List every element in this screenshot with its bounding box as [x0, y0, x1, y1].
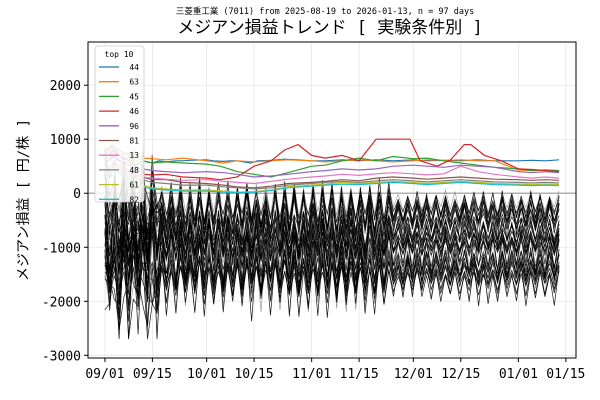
y-tick-label: -3000: [42, 349, 81, 364]
legend-entry-label: 61: [129, 181, 139, 190]
series-line-13: [104, 159, 560, 185]
background-series-line: [104, 194, 560, 312]
x-tick-label: 09/15: [133, 367, 172, 382]
background-series-group: [104, 145, 560, 340]
y-tick-label: 2000: [50, 79, 81, 94]
background-series-line: [104, 216, 560, 328]
background-series-line: [104, 215, 560, 336]
y-axis-label: メジアン損益 [ 円/株 ]: [16, 119, 32, 281]
y-tick-label: 0: [73, 187, 81, 202]
chart-title: メジアン損益トレンド [ 実験条件別 ]: [177, 18, 483, 38]
x-tick-label: 11/01: [292, 367, 331, 382]
legend-entry-label: 46: [129, 107, 139, 116]
legend-box: [94, 45, 145, 203]
background-series-line: [104, 225, 560, 326]
plot-frame: [87, 41, 577, 359]
x-tick-label: 12/15: [441, 367, 480, 382]
series-line-61: [104, 165, 560, 193]
series-line-81: [104, 154, 560, 189]
grid: [88, 42, 576, 358]
legend-entry-label: 82: [129, 195, 139, 204]
background-series-line: [104, 221, 560, 340]
y-tick-label: -1000: [42, 241, 81, 256]
background-series-line: [104, 214, 560, 328]
x-tick-label: 09/01: [85, 367, 124, 382]
background-series-line: [104, 177, 560, 275]
legend-entry-label: 48: [129, 166, 139, 175]
legend-entry-label: 96: [129, 122, 139, 131]
background-series-line: [104, 150, 560, 272]
background-series-line: [104, 187, 560, 297]
chart-suptitle: 三菱重工業 (7011) from 2025-08-19 to 2026-01-…: [176, 6, 474, 17]
background-series-line: [104, 204, 560, 322]
legend-entry-label: 13: [129, 151, 139, 160]
legend-entry-label: 63: [129, 78, 139, 87]
y-tick-label: 1000: [50, 133, 81, 148]
background-series-line: [104, 175, 560, 310]
x-tick-label: 12/01: [394, 367, 433, 382]
x-tick-label: 01/15: [546, 367, 585, 382]
background-series-line: [104, 164, 560, 287]
legend-title: top 10: [105, 50, 134, 59]
background-series-line: [104, 195, 560, 268]
series-line-82: [104, 168, 560, 194]
legend-entry-label: 45: [129, 92, 139, 101]
x-tick-label: 11/15: [340, 367, 379, 382]
legend: top 10 44 63 45 46 96 81 13 48 61 82: [94, 45, 145, 204]
legend-entry-label: 44: [129, 63, 139, 72]
series-line-48: [104, 162, 560, 190]
series-group: [104, 138, 560, 194]
background-series-line: [104, 222, 560, 312]
x-tick-label: 10/01: [187, 367, 226, 382]
legend-entry-label: 81: [129, 137, 139, 146]
x-tick-label: 10/15: [234, 367, 273, 382]
series-line-46: [104, 138, 560, 181]
background-series-line: [104, 250, 560, 340]
x-tick-label: 01/01: [499, 367, 538, 382]
axis-ticks: -3000 -2000 -1000 0 1000 2000 09/01 09/15 10/01 1…: [42, 79, 586, 382]
series-line-96: [104, 149, 560, 178]
y-tick-label: -2000: [42, 295, 81, 310]
